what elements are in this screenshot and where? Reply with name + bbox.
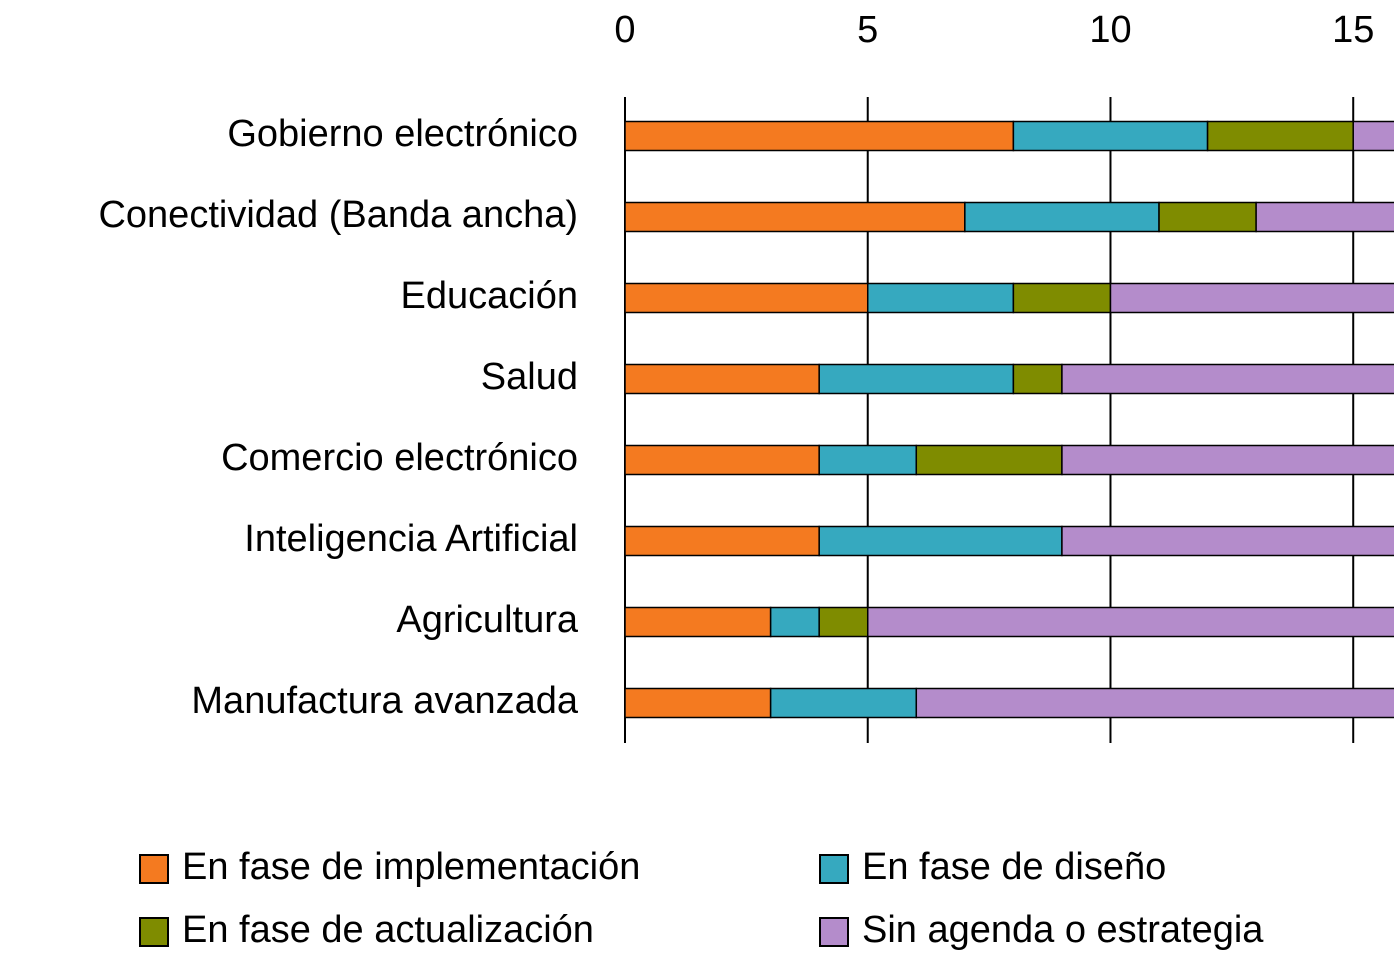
bar-segment [866,606,1394,638]
x-tick-label: 10 [1089,9,1131,51]
category-label: Salud [481,356,578,398]
category-label: Educación [401,275,578,317]
x-tick-label: 5 [857,9,878,51]
legend-swatch [819,854,849,884]
bar-segment [1352,120,1394,152]
bars [624,120,1394,719]
bar-segment [769,606,820,638]
bar-segment [866,282,1015,314]
bar-segment [1061,444,1394,476]
bar-segment [1158,201,1257,233]
bar-segment [624,687,772,719]
legend-swatch [139,917,169,947]
category-label: Comercio electrónico [221,437,578,479]
bar-segment [818,444,918,476]
x-tick-label: 0 [614,9,635,51]
bar-segment [1012,363,1063,395]
category-label: Conectividad (Banda ancha) [98,194,578,236]
legend-label: En fase de diseño [862,846,1166,888]
bar-segment [624,606,772,638]
legend-swatch [819,917,849,947]
bar-segment [624,282,869,314]
bar-segment [624,363,820,395]
bar-segment [1109,282,1394,314]
bar-segment [1061,363,1394,395]
category-label: Gobierno electrónico [227,113,578,155]
bar-segment [624,201,966,233]
bar-segment [1012,282,1112,314]
bar-segment [769,687,918,719]
bar-segment [964,201,1160,233]
legend-swatch [139,854,169,884]
legend-label: En fase de actualización [182,909,594,951]
bar-segment [1206,120,1354,152]
bar-segment [624,120,1015,152]
category-label: Agricultura [396,599,578,641]
bar-segment [624,444,820,476]
bar-segment [915,687,1394,719]
category-label: Inteligencia Artificial [244,518,578,560]
bar-segment [624,525,820,557]
bar-segment [818,363,1015,395]
category-label: Manufactura avanzada [191,680,578,722]
bar-segment [915,444,1063,476]
bar-segment [818,525,1063,557]
bar-segment [1061,525,1394,557]
bar-segment [818,606,869,638]
bar-segment [1255,201,1394,233]
legend-label: Sin agenda o estrategia [862,909,1264,951]
x-tick-label: 15 [1332,9,1374,51]
legend-label: En fase de implementación [182,846,640,888]
bar-segment [1012,120,1209,152]
